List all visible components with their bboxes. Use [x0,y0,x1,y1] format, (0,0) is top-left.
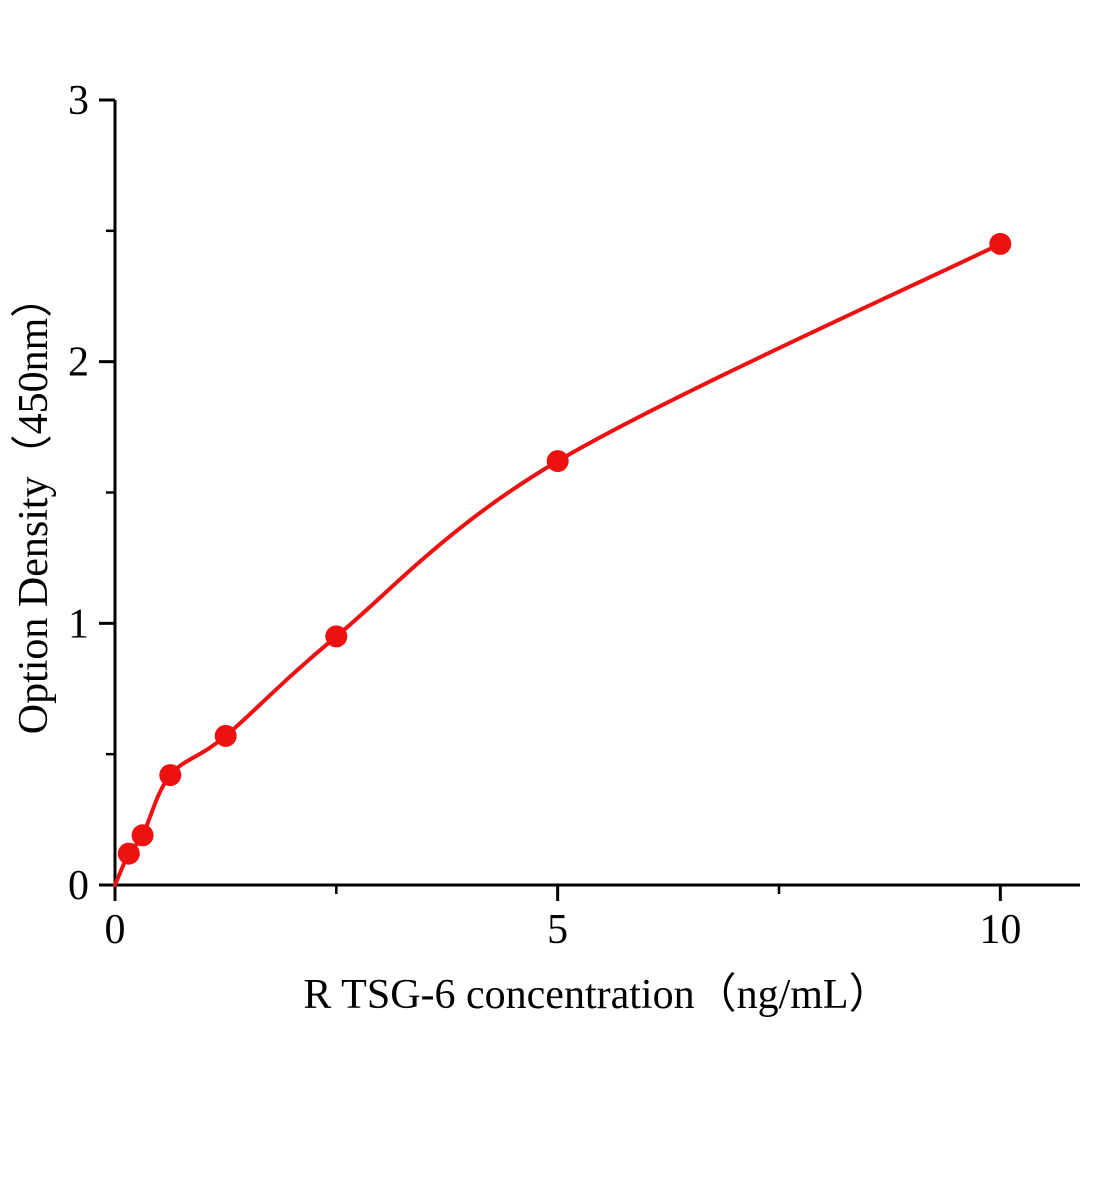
y-tick-label: 3 [68,78,89,124]
y-axis-title: Option Density（450nm） [11,275,57,735]
data-point [325,625,348,648]
y-tick-label: 1 [68,601,89,647]
data-point [131,824,154,847]
data-point [546,450,569,473]
data-point [117,842,140,865]
y-tick-label: 0 [68,863,89,909]
data-point [159,764,182,787]
x-tick-label: 0 [105,907,126,953]
x-tick-label: 10 [979,907,1021,953]
data-point [989,232,1012,255]
data-point [214,724,237,747]
fit-curve [113,241,1003,887]
x-axis-title: R TSG-6 concentration（ng/mL） [303,972,891,1018]
y-tick-label: 2 [68,340,89,386]
x-tick-label: 5 [547,907,568,953]
